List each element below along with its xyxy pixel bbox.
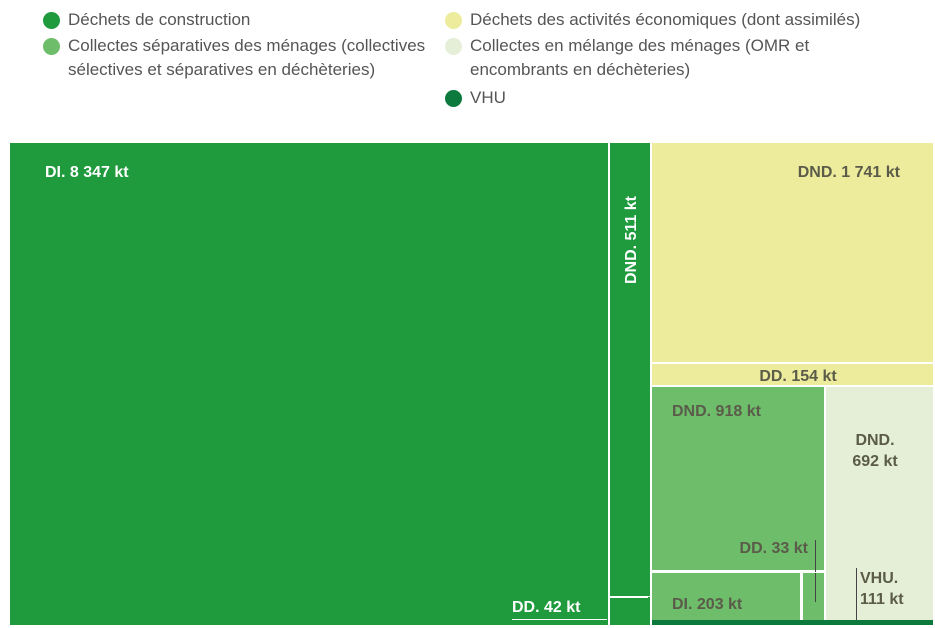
treemap-cell	[652, 143, 933, 362]
treemap-cell	[652, 620, 933, 625]
legend-label: VHU	[470, 88, 506, 107]
treemap-cell	[610, 143, 650, 596]
legend-label: Déchets de construction	[68, 10, 251, 29]
data-label: DND. 1 741 kt	[797, 164, 900, 181]
leader-line	[608, 597, 648, 598]
legend-marker	[445, 90, 462, 107]
legend-marker	[445, 38, 462, 55]
legend-label: Déchets des activités économiques (dont …	[470, 10, 861, 29]
treemap-cell	[802, 572, 824, 620]
treemap-cell	[10, 143, 608, 625]
data-label: DD. 42 kt	[512, 599, 581, 616]
data-label: DI. 203 kt	[672, 596, 743, 613]
data-label: DND. 692 kt	[852, 432, 898, 470]
leader-line	[802, 572, 803, 620]
leader-line	[815, 540, 816, 602]
treemap-cell	[826, 387, 933, 620]
data-label: DND. 918 kt	[672, 403, 761, 420]
treemap-cell	[652, 364, 933, 385]
data-label: DI. 8 347 kt	[45, 164, 129, 181]
leader-line	[856, 568, 857, 620]
legend-marker	[43, 38, 60, 55]
legend-label: Collectes séparatives des ménages (colle…	[68, 36, 426, 79]
data-label: DND. 511 kt	[623, 195, 640, 285]
legend-label: Collectes en mélange des ménages (OMR et…	[470, 36, 810, 79]
leader-line	[512, 619, 607, 620]
data-label: VHU. 111 kt	[860, 570, 904, 608]
legend-marker	[445, 12, 462, 29]
data-label: DD. 154 kt	[759, 368, 837, 385]
data-label: DD. 33 kt	[739, 540, 808, 557]
treemap-cell	[652, 387, 824, 570]
treemap-cell	[652, 572, 800, 620]
leader-line	[652, 572, 824, 573]
treemap-cell	[610, 597, 650, 625]
legend-marker	[43, 12, 60, 29]
